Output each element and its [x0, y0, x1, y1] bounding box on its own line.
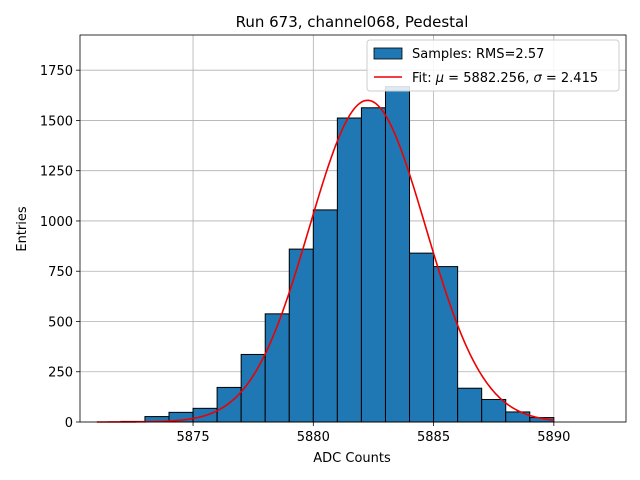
y-tick-label-0: 0 [65, 416, 73, 431]
legend: Samples: RMS=2.57 Fit: μ = 5882.256, σ =… [366, 39, 620, 92]
axis-ticks: 5875 5880 5885 5890 0 250 500 750 1000 1250 1500 17… [40, 64, 570, 445]
legend-fit-sigma-symbol: σ [534, 71, 543, 86]
x-tick-label-5880: 5880 [297, 430, 330, 445]
y-tick-label-1500: 1500 [40, 114, 73, 129]
y-tick-label-250: 250 [48, 366, 73, 381]
legend-label-fit: Fit: μ = 5882.256, σ = 2.415 [412, 71, 598, 86]
histogram-bar-6 [264, 313, 290, 423]
legend-fit-mid: = 5882.256, [444, 71, 533, 86]
histogram-bar-12 [409, 252, 435, 423]
legend-fit-prefix: Fit: [412, 71, 436, 86]
legend-label-samples: Samples: RMS=2.57 [412, 47, 544, 62]
histogram-bar-8 [312, 209, 338, 423]
histogram-bar-15 [481, 398, 507, 423]
legend-swatch-samples [373, 47, 403, 60]
histogram-bar-10 [360, 107, 386, 423]
histogram-bar-9 [336, 117, 362, 423]
histogram-bar-4 [216, 386, 242, 423]
x-axis-label: ADC Counts [313, 451, 391, 466]
y-tick-label-1250: 1250 [40, 165, 73, 180]
plot-frame [79, 34, 627, 423]
legend-fit-mu-symbol: μ [435, 71, 444, 86]
chart-title: Run 673, channel068, Pedestal [236, 13, 469, 31]
x-tick-label-5885: 5885 [417, 430, 450, 445]
y-tick-label-1750: 1750 [40, 64, 73, 79]
y-tick-label-500: 500 [48, 315, 73, 330]
legend-box [366, 39, 620, 92]
y-tick-label-1000: 1000 [40, 215, 73, 230]
histogram-bar-7 [288, 248, 314, 423]
y-tick-label-750: 750 [48, 265, 73, 280]
legend-fit-suffix: = 2.415 [542, 71, 598, 86]
fit-curve-line [96, 99, 554, 423]
x-tick-label-5890: 5890 [537, 430, 570, 445]
x-tick-label-5875: 5875 [177, 430, 210, 445]
y-axis-label: Entries [15, 206, 30, 252]
histogram-bar-14 [457, 387, 483, 423]
plot-area: 5875 5880 5885 5890 0 250 500 750 1000 1250 1500 17… [40, 34, 627, 445]
histogram-bar-11 [384, 86, 411, 423]
